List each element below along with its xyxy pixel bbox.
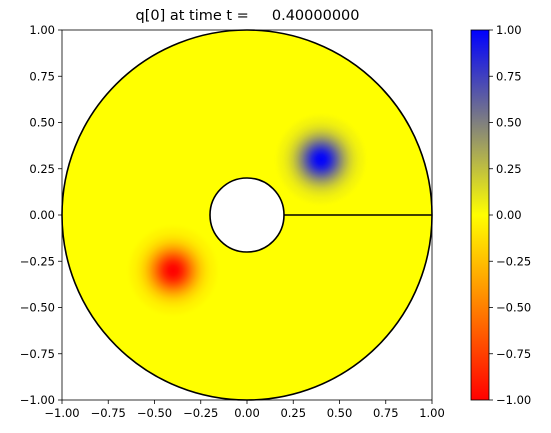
y-tick-label: 1.00: [29, 23, 55, 37]
colorbar: 1.00 0.75 0.50 0.25 0.00 −0.25 −0.50 −0.75 −1.00: [470, 23, 531, 407]
x-tick-label: −0.25: [183, 406, 218, 420]
y-tick-label: 0.50: [29, 116, 55, 130]
colorbar-tick-label: −0.50: [496, 301, 531, 315]
chart-title: q[0] at time t = 0.40000000: [135, 8, 359, 24]
x-tick-label: 0.50: [327, 406, 353, 420]
positive-blob: [273, 112, 369, 207]
colorbar-ticks: 1.00 0.75 0.50 0.25 0.00 −0.25 −0.50 −0.75 −1.00: [489, 23, 531, 407]
y-tick-label: −0.75: [20, 347, 55, 361]
y-tick-label: 0.00: [29, 208, 55, 222]
colorbar-gradient: [471, 30, 489, 400]
x-tick-label: 0.00: [234, 406, 260, 420]
colorbar-tick-label: 0.75: [496, 69, 522, 83]
x-axis: −1.00 −0.75 −0.50 −0.25 0.00 0.25 0.50 0.75 1.00: [44, 400, 445, 420]
colorbar-tick-label: −0.25: [496, 254, 531, 268]
y-tick-label: −0.25: [20, 254, 55, 268]
y-tick-label: 0.25: [29, 162, 55, 176]
colorbar-tick-label: 0.00: [496, 208, 522, 222]
x-tick-label: 1.00: [419, 406, 445, 420]
x-tick-label: −0.75: [91, 406, 126, 420]
y-tick-label: −1.00: [20, 393, 55, 407]
x-tick-label: −0.50: [137, 406, 172, 420]
colorbar-tick-label: −1.00: [496, 393, 531, 407]
y-tick-label: −0.50: [20, 301, 55, 315]
colorbar-tick-label: −0.75: [496, 347, 531, 361]
x-tick-label: 0.75: [373, 406, 399, 420]
colorbar-tick-label: 0.50: [496, 116, 522, 130]
colorbar-tick-label: 0.25: [496, 162, 522, 176]
colorbar-tick-label: 1.00: [496, 23, 522, 37]
y-axis: 1.00 0.75 0.50 0.25 0.00 −0.25 −0.50 −0.75 −1.00: [20, 23, 62, 407]
plot-area: −1.00 −0.75 −0.50 −0.25 0.00 0.25 0.50 0.75 1.00…: [20, 23, 445, 420]
inner-boundary: [209, 177, 285, 253]
x-tick-label: −1.00: [44, 406, 79, 420]
x-tick-label: 0.25: [280, 406, 306, 420]
negative-blob: [125, 223, 221, 318]
y-tick-label: 0.75: [29, 69, 55, 83]
